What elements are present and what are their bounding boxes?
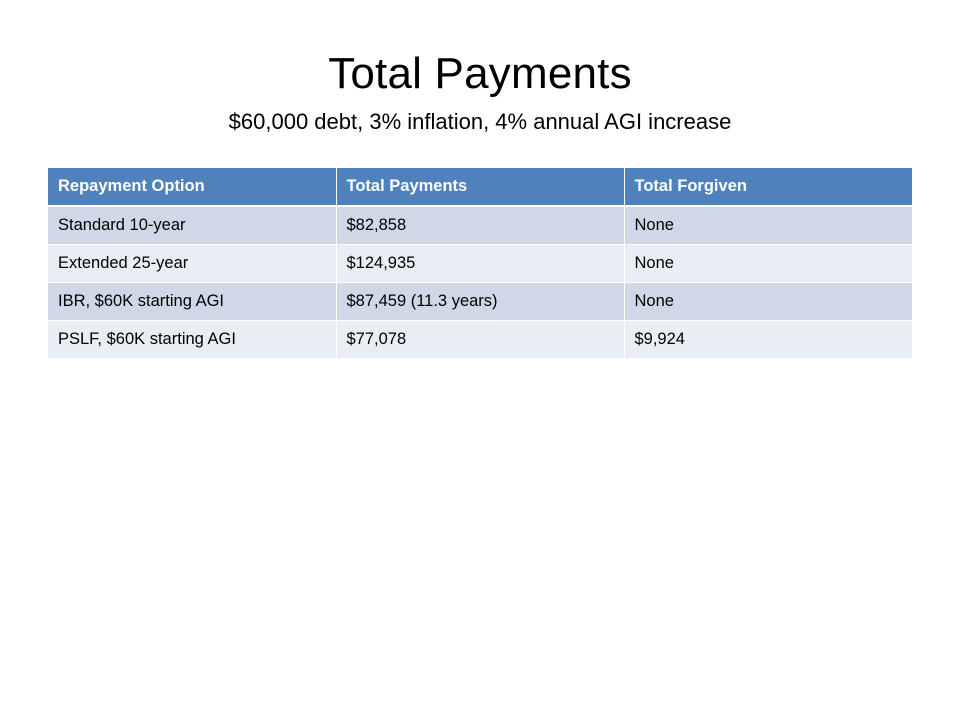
cell-repayment-option: IBR, $60K starting AGI (48, 282, 337, 321)
header-repayment-option: Repayment Option (48, 168, 337, 207)
cell-total-payments: $82,858 (336, 206, 625, 245)
cell-total-payments: $77,078 (336, 320, 625, 359)
table-row: Extended 25-year $124,935 None (48, 244, 912, 283)
slide-subtitle: $60,000 debt, 3% inflation, 4% annual AG… (228, 109, 732, 134)
header-total-forgiven: Total Forgiven (624, 168, 912, 207)
table-row: Standard 10-year $82,858 None (48, 206, 912, 245)
cell-total-payments: $124,935 (336, 244, 625, 283)
cell-total-forgiven: None (624, 206, 912, 245)
cell-total-payments: $87,459 (11.3 years) (336, 282, 625, 321)
table-header-row: Repayment Option Total Payments Total Fo… (48, 168, 912, 207)
payments-table: Repayment Option Total Payments Total Fo… (48, 168, 912, 359)
cell-repayment-option: PSLF, $60K starting AGI (48, 320, 337, 359)
table-row: PSLF, $60K starting AGI $77,078 $9,924 (48, 320, 912, 359)
slide-title: Total Payments (328, 49, 632, 98)
cell-total-forgiven: None (624, 244, 912, 283)
cell-total-forgiven: None (624, 282, 912, 321)
cell-repayment-option: Standard 10-year (48, 206, 337, 245)
title-block: Total Payments $60,000 debt, 3% inflatio… (0, 44, 960, 136)
cell-repayment-option: Extended 25-year (48, 244, 337, 283)
cell-total-forgiven: $9,924 (624, 320, 912, 359)
header-total-payments: Total Payments (336, 168, 625, 207)
table-row: IBR, $60K starting AGI $87,459 (11.3 yea… (48, 282, 912, 321)
